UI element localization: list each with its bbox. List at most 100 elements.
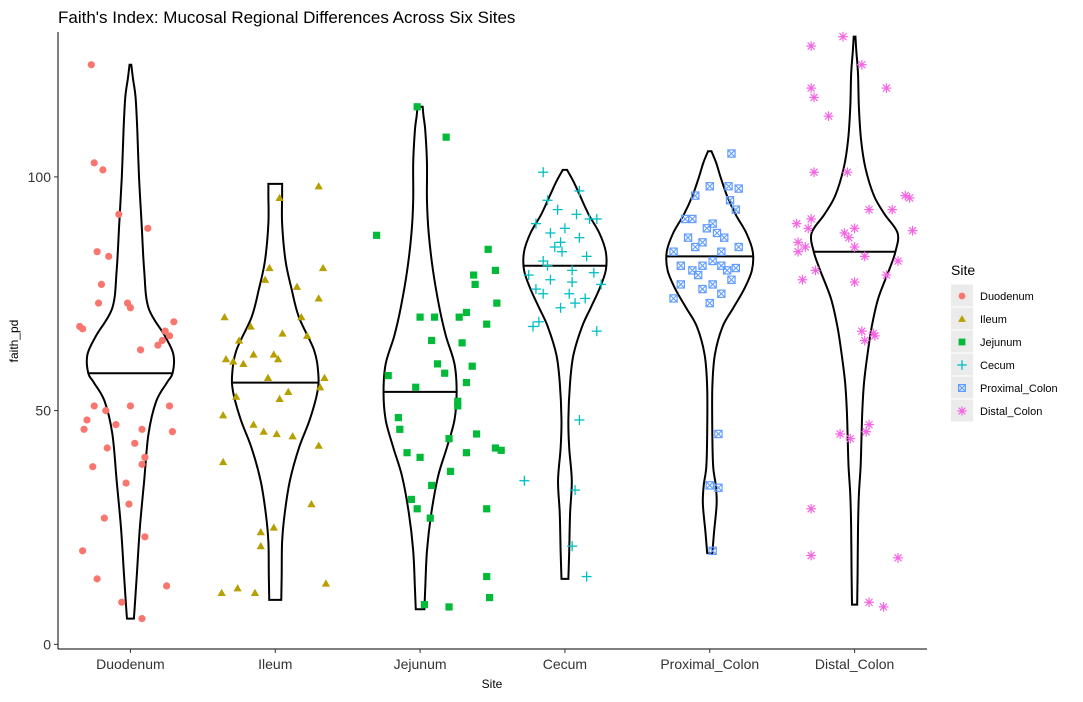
- data-point: [806, 550, 816, 561]
- data-point: [698, 238, 707, 247]
- data-point: [574, 185, 585, 196]
- data-point: [523, 270, 534, 281]
- data-point: [542, 195, 553, 206]
- data-point: [843, 232, 854, 243]
- data-point: [229, 357, 238, 365]
- data-point: [849, 223, 860, 234]
- x-tick-label: Proximal_Colon: [660, 656, 759, 672]
- data-point: [454, 397, 462, 405]
- data-point: [708, 546, 717, 556]
- violin-duodenum: [85, 63, 175, 620]
- data-point: [249, 350, 258, 358]
- data-point: [274, 355, 283, 363]
- data-point: [115, 210, 123, 218]
- data-point: [734, 242, 743, 252]
- data-point: [567, 277, 578, 288]
- data-point: [693, 270, 703, 280]
- data-point: [413, 103, 421, 111]
- legend-key-asterisk: [957, 406, 967, 416]
- legend-label: Duodenum: [980, 291, 1034, 303]
- data-point: [462, 378, 471, 387]
- violin-layer: [85, 35, 900, 620]
- data-point: [256, 528, 265, 536]
- violin-proximal-colon: [665, 150, 755, 555]
- data-point: [416, 453, 424, 461]
- data-point: [797, 274, 808, 285]
- data-point: [530, 218, 541, 229]
- data-point: [154, 341, 162, 349]
- data-point: [725, 196, 735, 205]
- legend-entry: Jejunum: [951, 330, 1022, 353]
- legend-title: Site: [951, 262, 975, 278]
- data-point: [455, 313, 463, 321]
- legend-label: Proximal_Colon: [980, 383, 1058, 395]
- data-point: [138, 425, 146, 433]
- data-point: [250, 588, 260, 597]
- data-point: [893, 552, 903, 563]
- data-point: [144, 224, 152, 232]
- data-point: [462, 449, 471, 457]
- data-point: [265, 263, 274, 272]
- data-point: [791, 218, 802, 229]
- data-point: [549, 241, 560, 253]
- data-point: [316, 383, 325, 391]
- data-point: [552, 204, 563, 215]
- data-point: [292, 282, 302, 290]
- data-point: [567, 541, 578, 552]
- data-point: [416, 313, 424, 321]
- data-point: [420, 600, 429, 609]
- data-point: [731, 205, 741, 214]
- data-point: [698, 284, 707, 294]
- legend-entry: Proximal_Colon: [951, 376, 1058, 399]
- data-point: [555, 302, 566, 313]
- data-point: [122, 479, 130, 487]
- data-point: [486, 593, 494, 602]
- data-point: [446, 467, 455, 475]
- data-point: [727, 149, 736, 158]
- data-point: [278, 329, 287, 337]
- data-point: [793, 246, 803, 257]
- data-point: [233, 584, 242, 592]
- data-point: [564, 288, 575, 299]
- data-point: [705, 481, 714, 490]
- data-point: [809, 92, 819, 103]
- data-point: [878, 602, 889, 612]
- data-point: [217, 588, 226, 597]
- data-point: [396, 425, 404, 433]
- data-point: [483, 505, 491, 513]
- data-point: [426, 514, 434, 522]
- data-point: [881, 270, 892, 280]
- data-point: [570, 298, 581, 309]
- x-tick-label: Distal_Colon: [815, 656, 894, 672]
- legend-key-plus: [957, 360, 967, 370]
- data-point: [864, 597, 874, 608]
- data-point: [870, 330, 880, 341]
- data-point: [269, 350, 278, 358]
- data-point: [97, 280, 106, 289]
- data-point: [806, 83, 816, 93]
- data-point: [528, 321, 539, 332]
- data-point: [493, 299, 501, 307]
- data-point: [669, 247, 678, 256]
- data-point: [904, 193, 915, 203]
- data-point: [99, 166, 107, 174]
- data-point: [218, 457, 228, 466]
- data-point: [454, 402, 462, 410]
- data-point: [141, 453, 149, 461]
- data-point: [168, 428, 177, 436]
- data-point: [79, 325, 87, 333]
- data-point: [881, 83, 892, 93]
- points-layer: [76, 31, 918, 623]
- data-point: [810, 265, 821, 276]
- data-point: [842, 167, 853, 178]
- data-point: [131, 439, 139, 447]
- legend-entry: Cecum: [951, 353, 1015, 376]
- data-point: [165, 402, 174, 410]
- data-point: [297, 312, 306, 321]
- data-point: [809, 167, 819, 178]
- data-point: [445, 435, 453, 443]
- data-point: [318, 263, 328, 272]
- data-point: [574, 232, 585, 243]
- y-tick-label: 100: [28, 169, 52, 185]
- legend-label: Distal_Colon: [980, 406, 1042, 418]
